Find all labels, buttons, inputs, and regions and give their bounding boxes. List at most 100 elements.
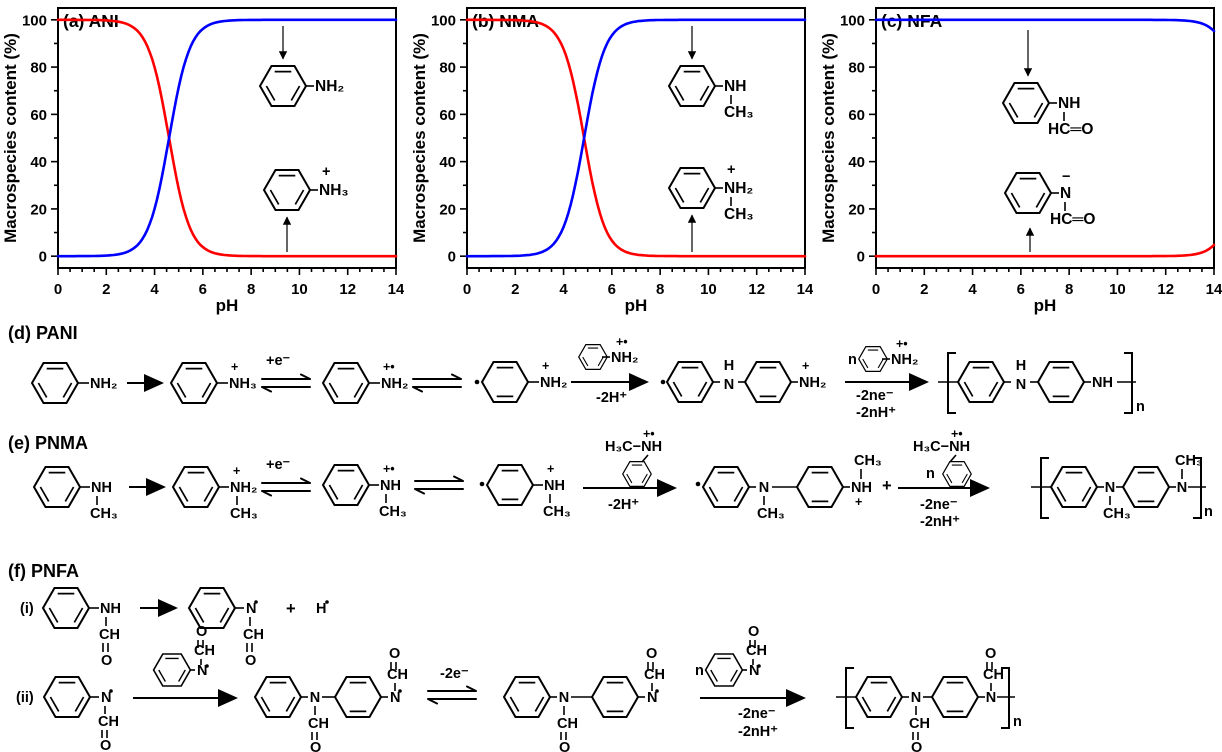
label-ch: CH (644, 667, 665, 683)
label-minus-2ne: -2ne⁻ (856, 388, 894, 404)
x-tick-label: 4 (559, 281, 568, 298)
x-tick-label: 6 (608, 281, 616, 298)
dimerization-step: NH₂ +• -2H⁺ (571, 335, 649, 406)
label-minus-2h: -2H⁺ (608, 497, 639, 513)
x-tick-label: 0 (872, 281, 880, 298)
n-methylaniline-neutral-structure: NH CH₃ (668, 26, 754, 121)
y-tick-label: 100 (840, 12, 865, 29)
panel-b-chart: 0 2 4 6 8 10 12 14 0 20 40 60 80 100 pH Macrospecies co… (410, 7, 813, 315)
x-tick-label: 8 (1065, 281, 1073, 298)
n-formylanilide-radical: N CH O (188, 587, 264, 669)
charge-plus-radical: +• (951, 428, 963, 441)
equilibrium-arrows-icon (412, 373, 462, 393)
curve-red (56, 18, 398, 258)
label-ch3: CH₃ (543, 504, 571, 520)
label-nh3: NH₃ (229, 376, 257, 392)
x-tick-label: 0 (54, 281, 62, 298)
plot-frame (466, 7, 806, 269)
label-nh: NH (91, 480, 112, 496)
label-ch: CH (557, 716, 578, 732)
label-ch: CH (746, 643, 767, 659)
equilibrium-arrows-icon (261, 477, 311, 497)
y-axis-title: Macrospecies content (%) (410, 33, 429, 243)
dimerization-step: +• H₃C−NH -2H⁺ (583, 428, 677, 513)
y-axis-title: Macrospecies content (%) (1, 33, 20, 243)
y-tick-label: 40 (848, 154, 865, 171)
label-nh: NH (851, 480, 872, 496)
x-tick-label: 2 (511, 281, 519, 298)
label-o: O (100, 738, 111, 752)
charge-plus-radical: +• (643, 428, 655, 441)
nma-para-radical-cation: + NH CH₃ (479, 462, 571, 520)
label-nh: NH (724, 78, 746, 95)
panel-b-axes: 0 2 4 6 8 10 12 14 0 20 40 60 80 100 pH Macrospecies co… (410, 7, 813, 315)
n-methylanilinium-molecule: + NH₂ CH₃ (172, 464, 258, 522)
nma-radical-cation: +• NH CH₃ (322, 462, 407, 520)
pani-repeat-unit: H N NH n (938, 352, 1145, 415)
curve-blue (56, 18, 398, 258)
label-ch3: CH₃ (230, 506, 258, 522)
label-n: N (559, 690, 569, 706)
radical-dot-icon (479, 481, 485, 487)
x-tick-label: 12 (1157, 281, 1174, 298)
plus-sign: + (286, 600, 296, 618)
label-n: N (246, 601, 256, 617)
right-bracket-icon (1001, 667, 1010, 729)
left-bracket-icon (1040, 457, 1049, 519)
curve-red (874, 243, 1216, 258)
label-o: O (646, 646, 657, 662)
label-ch: CH (194, 643, 215, 659)
x-tick-label: 14 (797, 281, 813, 298)
scheme-pnfa: (f) PNFA (i) NH CH O N CH O + H (ii) (0, 556, 1222, 752)
y-tick-label: 20 (848, 201, 865, 218)
label-n: N (1060, 185, 1071, 202)
label-nh2: NH₂ (799, 375, 826, 391)
aniline-neutral-structure: NH₂ (259, 26, 344, 107)
radical-dot-icon (109, 689, 113, 693)
equilibrium-arrows-icon (427, 685, 477, 705)
label-ch3: CH₃ (90, 506, 118, 522)
charge-plus: + (727, 162, 735, 178)
radical-dot-icon (398, 689, 402, 693)
label-h-radical: H (316, 601, 326, 617)
scheme-f-svg: (i) NH CH O N CH O + H (ii) N (16, 587, 1022, 752)
x-tick-label: 8 (247, 281, 255, 298)
label-n-subscript: n (1204, 504, 1213, 520)
charge-minus: − (1062, 169, 1070, 185)
label-n: N (749, 663, 759, 679)
label-nh: NH (380, 478, 401, 494)
nfa-radical-reactant: N CH O (43, 676, 119, 752)
label-hcho: HC═O (1050, 211, 1095, 228)
label-plus-electron: +e⁻ (266, 457, 291, 473)
plot-frame (875, 7, 1215, 269)
dimer-radical-cation: H N NH₂ + (660, 358, 826, 403)
scheme-e-svg: NH CH₃ + NH₂ CH₃ +e⁻ +• NH CH₃ + NH (33, 428, 1213, 530)
label-nh2: NH₂ (724, 180, 753, 197)
label-n: N (310, 690, 320, 706)
label-minus-2ne: -2ne⁻ (738, 706, 776, 722)
label-h3c-nh: H₃C−NH (605, 439, 662, 455)
n-formylaniline-neutral-structure: NH HC═O (1002, 30, 1093, 138)
left-bracket-icon (845, 667, 854, 729)
radical-dot-icon (660, 379, 666, 385)
radical-dot-icon (325, 600, 329, 604)
label-o: O (310, 740, 321, 752)
label-minus-2nh: -2nH⁺ (856, 405, 896, 421)
label-nh: NH (1058, 95, 1080, 112)
label-ch: CH (387, 667, 408, 683)
panel-a-axes: 0 2 4 6 8 10 12 14 0 20 40 60 80 100 pH Macrospecies co… (1, 7, 404, 315)
n-methylaniline-molecule: NH CH₃ (33, 466, 118, 522)
step-i-label: (i) (20, 601, 34, 617)
y-tick-label: 80 (439, 60, 456, 77)
label-ch: CH (308, 716, 329, 732)
label-o: O (748, 624, 759, 640)
coupling-step: N CH O (133, 624, 238, 707)
label-ch3: CH₃ (724, 206, 754, 223)
y-tick-label: 40 (439, 154, 456, 171)
radical-dot-icon (655, 689, 659, 693)
x-tick-label: 14 (1206, 281, 1222, 298)
y-tick-label: 40 (30, 154, 47, 171)
aniline-molecule: NH₂ (31, 362, 117, 404)
label-nh: NH (544, 478, 565, 494)
y-tick-label: 100 (431, 12, 456, 29)
